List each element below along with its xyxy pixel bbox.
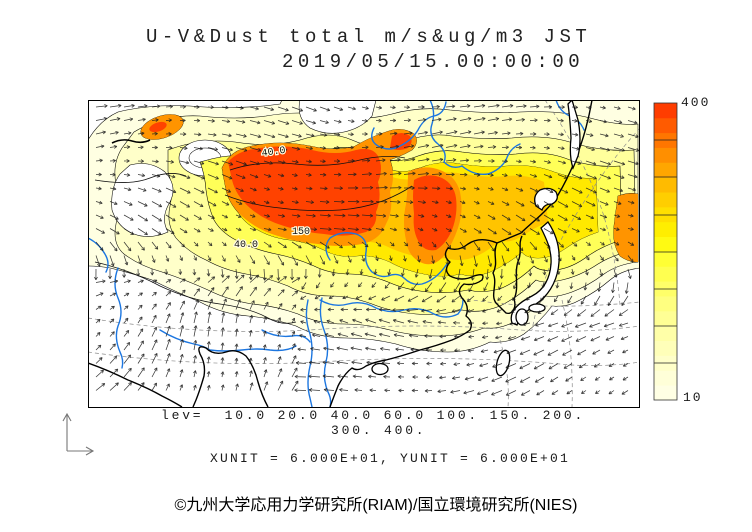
coastlines xyxy=(89,101,593,407)
contour-labels: 40.0 150 40.0 xyxy=(233,144,312,252)
map-art: 40.0 150 40.0 xyxy=(89,101,639,407)
contour-levels-line2: 300. 400. xyxy=(331,423,427,438)
colorbar-ticks xyxy=(654,139,677,364)
chart-datetime: 2019/05/15.00:00:00 xyxy=(282,51,585,73)
colorbar-max-label: 400 xyxy=(681,95,711,110)
colorbar-gradient xyxy=(654,103,677,401)
contour-label: 40.0 xyxy=(234,240,258,251)
contour-levels-line1: lev= 10.0 20.0 40.0 60.0 100. 150. 200. xyxy=(161,408,586,423)
chart-title: U-V&Dust total m/s&ug/m3 JST xyxy=(146,26,592,48)
axis-arrows-icon xyxy=(62,412,95,456)
colorbar-min-label: 10 xyxy=(683,390,703,405)
colorbar xyxy=(653,102,678,401)
colorbar-border xyxy=(653,102,678,401)
contour-label: 40.0 xyxy=(261,146,286,160)
vector-units-label: XUNIT = 6.000E+01, YUNIT = 6.000E+01 xyxy=(210,451,571,466)
wind-vector-field xyxy=(94,103,639,396)
map-frame xyxy=(88,100,640,408)
copyright-line: ©九州大学応用力学研究所(RIAM)/国立環境研究所(NIES) xyxy=(174,497,578,514)
contour-label: 150 xyxy=(292,227,310,238)
